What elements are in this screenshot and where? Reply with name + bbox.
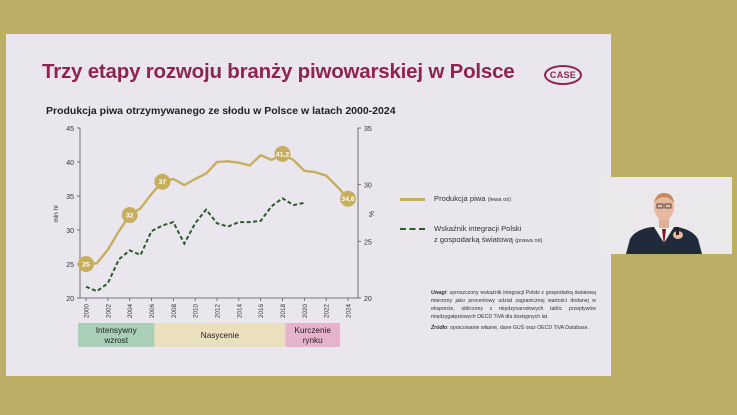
- phase-label: Nasycenie: [201, 331, 240, 340]
- chart-title: Produkcja piwa otrzymywanego ze słodu w …: [46, 105, 396, 117]
- left-tick-label: 30: [66, 228, 74, 235]
- x-tick-label: 2004: [127, 304, 134, 319]
- notes-remarks: Uwagi: uproszczony wskaźnik integracji P…: [431, 290, 596, 320]
- left-tick-label: 40: [66, 160, 74, 167]
- logo-text: CASE: [549, 70, 577, 80]
- legend-label-integration: Wskaźnik integracji Polski z gospodarką ś…: [434, 224, 543, 244]
- left-tick-label: 20: [66, 296, 74, 303]
- data-label: 37: [159, 179, 167, 186]
- data-label: 25: [82, 262, 90, 269]
- phase-label: Kurczenie: [294, 326, 331, 335]
- notes-source: Źródło: opracowanie własne, dane GUS ora…: [431, 325, 589, 331]
- x-tick-label: 2016: [258, 304, 265, 319]
- right-tick-label: 25: [364, 239, 372, 246]
- data-label: 34,6: [341, 196, 354, 203]
- right-tick-label: 30: [364, 183, 372, 190]
- x-tick-label: 2018: [280, 304, 287, 319]
- legend-swatch-dashed: [400, 228, 425, 230]
- left-tick-label: 25: [66, 262, 74, 269]
- left-tick-label: 35: [66, 194, 74, 201]
- speaker-video: [596, 177, 732, 254]
- data-label-bubble: [154, 173, 171, 190]
- phase-label: wzrost: [103, 336, 128, 345]
- phase-band: [285, 323, 340, 347]
- x-tick-label: 2000: [84, 304, 91, 319]
- chart-notes: Uwagi: uproszczony wskaźnik integracji P…: [431, 289, 596, 335]
- x-tick-label: 2020: [302, 304, 309, 319]
- data-label: 41,2: [276, 151, 289, 158]
- x-tick-label: 2008: [171, 304, 178, 319]
- x-tick-label: 2014: [236, 304, 243, 319]
- phase-band: [78, 323, 155, 347]
- phase-label: Intensywny: [96, 326, 138, 335]
- data-label-bubble: [340, 190, 356, 207]
- legend-label-production: Produkcja piwa (lewa oś): [434, 194, 512, 203]
- slide-title: Trzy etapy rozwoju branży piwowarskiej w…: [42, 60, 515, 83]
- speaker-figure: [596, 177, 732, 254]
- y2-axis-label: %: [369, 211, 376, 217]
- left-tick-label: 45: [66, 126, 74, 133]
- x-tick-label: 2022: [324, 304, 331, 319]
- right-tick-label: 35: [364, 126, 372, 133]
- x-tick-label: 2006: [149, 304, 156, 319]
- integration-series-line: [85, 197, 305, 293]
- x-tick-label: 2024: [346, 304, 353, 319]
- presentation-slide: Trzy etapy rozwoju branży piwowarskiej w…: [6, 34, 611, 376]
- x-tick-label: 2012: [215, 304, 222, 319]
- legend-swatch-solid: [400, 198, 425, 201]
- data-label-bubble: [121, 207, 138, 224]
- data-label-bubble: [274, 145, 291, 162]
- x-tick-label: 2002: [105, 304, 112, 319]
- data-label-bubble: [78, 256, 94, 272]
- y-axis-label: mln hl: [53, 205, 60, 223]
- phase-band: [154, 323, 286, 347]
- data-label: 32: [126, 213, 134, 220]
- x-tick-label: 2010: [193, 304, 200, 319]
- right-tick-label: 20: [364, 296, 372, 303]
- case-logo: CASE: [544, 65, 582, 85]
- phase-label: rynku: [303, 336, 323, 345]
